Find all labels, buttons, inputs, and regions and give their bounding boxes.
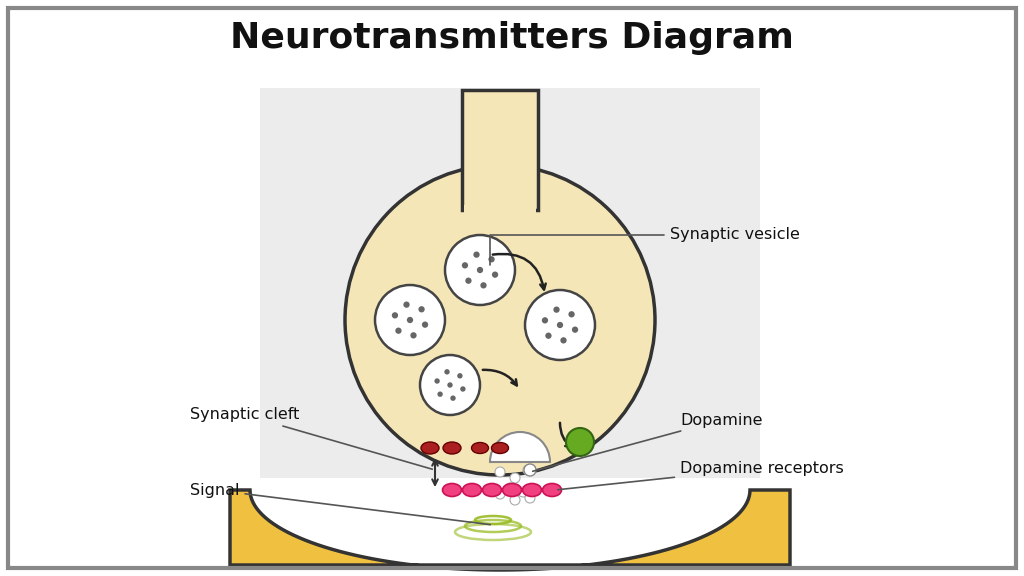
Bar (260, 88, 760, 478)
Circle shape (571, 327, 579, 333)
Circle shape (411, 332, 417, 339)
Circle shape (395, 328, 401, 334)
Circle shape (444, 369, 450, 374)
Circle shape (434, 378, 439, 384)
Circle shape (460, 386, 466, 392)
Circle shape (495, 467, 505, 477)
Circle shape (403, 301, 410, 308)
Circle shape (420, 355, 480, 415)
Circle shape (523, 465, 534, 475)
Circle shape (375, 285, 445, 355)
Text: Synaptic cleft: Synaptic cleft (190, 407, 432, 469)
Circle shape (510, 473, 520, 483)
Circle shape (546, 332, 552, 339)
Circle shape (477, 267, 483, 273)
Circle shape (505, 483, 515, 493)
Circle shape (445, 235, 515, 305)
Circle shape (465, 278, 472, 284)
Polygon shape (230, 490, 790, 570)
Ellipse shape (482, 483, 502, 497)
Ellipse shape (492, 442, 509, 453)
Circle shape (451, 396, 456, 401)
Circle shape (392, 312, 398, 319)
Text: Synaptic vesicle: Synaptic vesicle (490, 228, 800, 265)
Ellipse shape (421, 442, 439, 454)
Ellipse shape (543, 483, 561, 497)
Bar (464, 205, 536, 225)
Circle shape (488, 256, 495, 263)
Text: Dopamine: Dopamine (532, 412, 763, 471)
Circle shape (457, 373, 463, 378)
Circle shape (566, 428, 594, 456)
Circle shape (495, 489, 505, 499)
Circle shape (518, 487, 528, 497)
Ellipse shape (522, 483, 542, 497)
Circle shape (473, 252, 479, 258)
Circle shape (553, 306, 560, 313)
Ellipse shape (442, 483, 462, 497)
Circle shape (525, 290, 595, 360)
Circle shape (407, 317, 413, 323)
Circle shape (345, 165, 655, 475)
Circle shape (492, 271, 499, 278)
Text: Signal: Signal (190, 483, 490, 525)
Bar (462, 90, 538, 210)
Ellipse shape (463, 483, 481, 497)
Circle shape (422, 321, 428, 328)
Ellipse shape (471, 442, 488, 453)
Circle shape (462, 262, 468, 268)
Circle shape (568, 311, 574, 317)
Circle shape (560, 337, 566, 343)
Ellipse shape (443, 442, 461, 454)
Circle shape (419, 306, 425, 312)
Text: Dopamine receptors: Dopamine receptors (558, 460, 844, 490)
Circle shape (510, 495, 520, 505)
Text: Neurotransmitters Diagram: Neurotransmitters Diagram (230, 21, 794, 55)
Circle shape (557, 322, 563, 328)
Circle shape (524, 464, 536, 476)
Circle shape (437, 392, 442, 397)
Ellipse shape (503, 483, 521, 497)
Wedge shape (490, 432, 550, 462)
Circle shape (480, 282, 486, 289)
Circle shape (542, 317, 548, 324)
Circle shape (525, 493, 535, 503)
Circle shape (447, 382, 453, 388)
